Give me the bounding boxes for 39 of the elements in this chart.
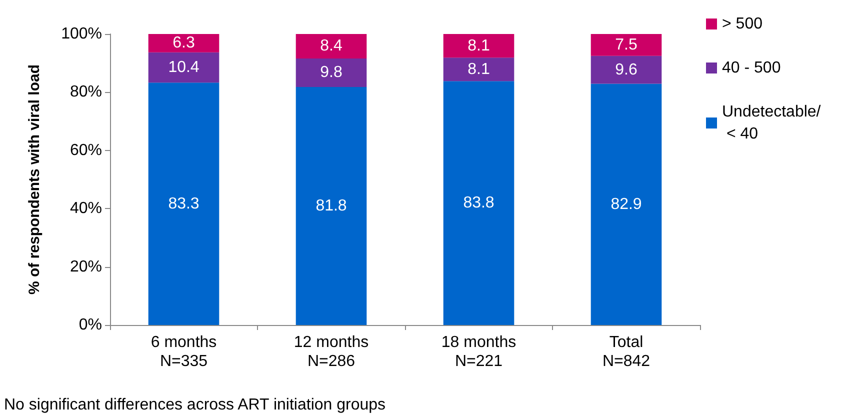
x-tick-label: 18 months N=221	[441, 334, 516, 370]
bar	[148, 34, 220, 52]
bar	[443, 34, 514, 58]
bar	[296, 34, 367, 58]
bar	[590, 34, 662, 56]
legend-label: > 500	[722, 16, 763, 32]
data-label: 10.4	[168, 58, 200, 76]
bar	[148, 52, 220, 83]
y-tick-label: 20%	[70, 258, 102, 276]
y-tick-label: 40%	[70, 200, 102, 218]
y-tick-label: 80%	[70, 84, 102, 101]
y-axis-title: % of respondents with viral load	[26, 64, 43, 295]
bar	[296, 58, 367, 87]
data-label: 7.5	[615, 36, 638, 54]
data-label: 9.8	[320, 64, 342, 82]
legend-label: Undetectable/ < 40	[722, 104, 822, 142]
bar	[590, 56, 662, 84]
data-label: 6.3	[172, 34, 195, 52]
x-tick-label: 6 months N=335	[150, 334, 217, 370]
x-tick-label: Total N=842	[602, 334, 650, 370]
bar	[590, 84, 662, 325]
data-label: 8.1	[468, 60, 490, 78]
data-label: 9.6	[615, 61, 638, 78]
data-label: 8.4	[320, 38, 342, 55]
legend-label: 40 - 500	[722, 60, 781, 76]
bar	[443, 81, 514, 325]
x-tick-label: 12 months N=286	[294, 334, 369, 370]
data-label: 81.8	[316, 197, 347, 214]
data-label: 83.3	[168, 195, 200, 212]
bar	[443, 58, 514, 82]
bar	[296, 86, 367, 325]
data-label: 82.9	[610, 196, 642, 213]
data-label: 8.1	[468, 37, 490, 54]
y-tick-label: 0%	[78, 316, 102, 334]
text: No significant differences across ART initiation groups	[4, 396, 386, 414]
data-label: 83.8	[463, 194, 494, 212]
bar	[148, 82, 220, 325]
y-tick-label: 60%	[70, 142, 102, 159]
y-tick-label: 100%	[61, 26, 102, 42]
